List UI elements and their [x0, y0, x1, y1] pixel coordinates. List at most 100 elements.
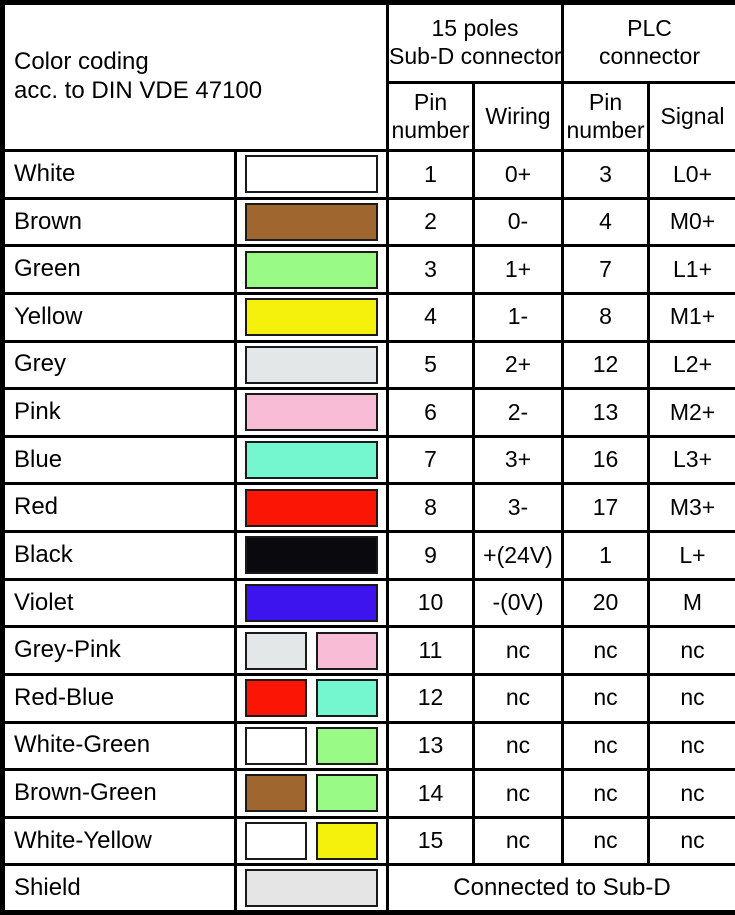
color-swatch-cell: [234, 720, 389, 772]
color-swatch-cell: [234, 291, 389, 343]
color-swatch-cell: [234, 530, 389, 581]
column-header-signal: Signal: [646, 81, 735, 152]
subd-pin-number: 1: [386, 149, 475, 200]
color-name: Yellow: [1, 291, 237, 343]
color-swatch-cell: [234, 863, 389, 914]
color-swatch-cell: [234, 434, 389, 486]
color-swatch: [316, 631, 378, 670]
wiring-value: nc: [472, 672, 564, 724]
wiring-value: 1+: [472, 244, 564, 295]
wiring-value: 2+: [472, 339, 564, 391]
wiring-value: nc: [472, 815, 564, 867]
plc-pin-number: 13: [561, 387, 650, 438]
signal-value: L1+: [646, 244, 735, 295]
color-name: Red-Blue: [1, 672, 237, 724]
table-row: Pink 6 2- 13 M2+: [1, 387, 735, 438]
plc-pin-number: 20: [561, 577, 650, 629]
color-name: Green: [1, 244, 237, 295]
color-swatch: [245, 155, 378, 194]
subd-pin-number: 4: [386, 291, 475, 343]
table-row: White 1 0+ 3 L0+: [1, 149, 735, 200]
wiring-value: 3+: [472, 434, 564, 486]
signal-value: L+: [646, 530, 735, 581]
subd-pin-number: 11: [386, 625, 475, 676]
column-group-plc-connector: PLC connector: [560, 1, 735, 84]
color-swatch: [245, 441, 378, 480]
subd-pin-number: 13: [386, 720, 475, 772]
subd-pin-number: 10: [386, 577, 475, 629]
column-header-subd-pin-number: Pin number: [386, 81, 475, 152]
plc-pin-number: nc: [561, 815, 650, 867]
column-header-wiring: Wiring: [472, 81, 564, 152]
plc-group-line2: connector: [599, 43, 701, 69]
table-body: White 1 0+ 3 L0+ Brown 2 0- 4 M0+ Green: [1, 149, 735, 914]
shield-note: Connected to Sub-D: [385, 863, 735, 914]
table-row: Black 9 +(24V) 1 L+: [1, 530, 735, 581]
color-swatch: [245, 631, 307, 670]
wiring-value: 3-: [472, 482, 564, 533]
color-swatch-cell: [234, 768, 389, 819]
color-swatch-cell: [234, 196, 389, 248]
subd-pin-number: 3: [386, 244, 475, 295]
color-swatch: [245, 726, 307, 765]
color-swatch-cell: [234, 149, 389, 200]
color-swatch: [245, 393, 378, 432]
signal-value: nc: [646, 815, 735, 867]
table-title-line1: Color coding: [14, 48, 149, 76]
plc-pin-number: nc: [561, 768, 650, 819]
wiring-value: +(24V): [472, 530, 564, 581]
subd-pin-number: 6: [386, 387, 475, 438]
signal-value: L3+: [646, 434, 735, 486]
color-name: Grey: [1, 339, 237, 391]
color-swatch-cell: [234, 482, 389, 533]
color-name: Pink: [1, 387, 237, 438]
wiring-value: -(0V): [472, 577, 564, 629]
subd-pin-number: 14: [386, 768, 475, 819]
plc-pin-number: 16: [561, 434, 650, 486]
color-swatch: [316, 679, 378, 718]
column-header-plc-pin-number: Pin number: [561, 81, 650, 152]
plc-pin-number: 8: [561, 291, 650, 343]
plc-group-line1: PLC: [627, 15, 672, 42]
color-name: Red: [1, 482, 237, 533]
wiring-value: 2-: [472, 387, 564, 438]
subd-pin-number: 7: [386, 434, 475, 486]
table-row: Violet 10 -(0V) 20 M: [1, 577, 735, 629]
header-sub-row: Pin number Wiring Pin number Signal: [3, 81, 735, 152]
table-row: White-Yellow 15 nc nc nc: [1, 815, 735, 867]
table-row: Brown 2 0- 4 M0+: [1, 196, 735, 248]
signal-value: nc: [646, 625, 735, 676]
color-swatch: [245, 250, 378, 289]
signal-value: M0+: [646, 196, 735, 248]
table-title-line2: acc. to DIN VDE 47100: [14, 77, 263, 104]
color-swatch: [245, 822, 307, 861]
plc-pin-number: nc: [561, 625, 650, 676]
plc-pin-number: nc: [561, 720, 650, 772]
signal-value: M2+: [646, 387, 735, 438]
plc-pin-number: 7: [561, 244, 650, 295]
table-row: Brown-Green 14 nc nc nc: [1, 768, 735, 819]
color-swatch: [245, 345, 378, 384]
plc-pin-number: nc: [561, 672, 650, 724]
color-swatch-cell: [234, 339, 389, 391]
table-row: Yellow 4 1- 8 M1+: [1, 291, 735, 343]
color-swatch-cell: [234, 577, 389, 629]
shield-row: Shield Connected to Sub-D: [1, 863, 735, 914]
signal-value: M1+: [646, 291, 735, 343]
wiring-value: nc: [472, 625, 564, 676]
color-name: Blue: [1, 434, 237, 486]
color-name: White-Yellow: [1, 815, 237, 867]
subd-group-line2: Sub-D connector: [389, 43, 562, 69]
signal-value: L0+: [646, 149, 735, 200]
subd-pin-number: 2: [386, 196, 475, 248]
color-name: Violet: [1, 577, 237, 629]
wiring-value: 0+: [472, 149, 564, 200]
color-swatch-cell: [234, 625, 389, 676]
subd-pin-number: 8: [386, 482, 475, 533]
color-swatch-cell: [234, 672, 389, 724]
color-swatch: [245, 536, 378, 575]
signal-value: nc: [646, 672, 735, 724]
color-swatch: [245, 488, 378, 527]
wiring-value: nc: [472, 720, 564, 772]
